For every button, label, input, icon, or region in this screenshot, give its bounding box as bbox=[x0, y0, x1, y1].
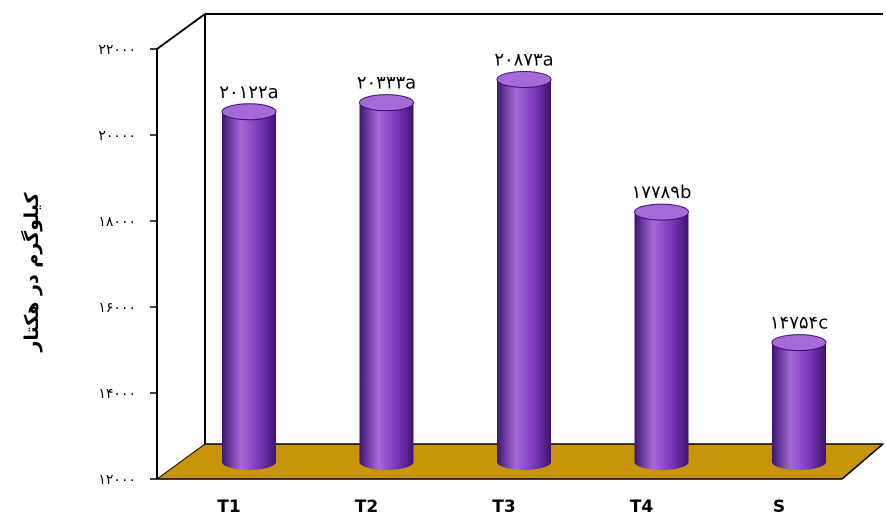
bar-t4: ۱۷۷۸۹b bbox=[632, 182, 692, 470]
floor-right-edge bbox=[841, 443, 884, 480]
bar-top-cap bbox=[771, 334, 827, 352]
bar-t1: ۲۰۱۲۲a bbox=[219, 82, 279, 470]
bar-body bbox=[359, 102, 414, 470]
bar-data-label: ۱۴۷۵۴c bbox=[770, 313, 828, 334]
x-tick-label: T4 bbox=[630, 497, 654, 517]
bars-group: ۲۰۱۲۲a ۲۰۳۳۳a ۲۰۸۷۳a ۱۷۷۸۹b ۱۴۷۵۴c bbox=[219, 49, 828, 470]
bar-data-label: ۱۷۷۸۹b bbox=[632, 182, 692, 203]
y-tick-label: ۱۶۰۰۰ bbox=[98, 300, 136, 316]
bar-t3: ۲۰۸۷۳a bbox=[494, 49, 554, 470]
y-tick-label: ۲۰۰۰۰ bbox=[98, 128, 136, 144]
bar-top-cap bbox=[496, 70, 552, 88]
x-tick-label: S bbox=[773, 497, 785, 517]
bar-top-cap bbox=[221, 103, 277, 121]
bar-data-label: ۲۰۱۲۲a bbox=[219, 82, 278, 103]
x-tick-labels: T1 T2 T3 T4 S bbox=[217, 497, 785, 517]
bar-body bbox=[497, 79, 551, 470]
bar-top-cap bbox=[634, 203, 689, 221]
x-tick-label: T2 bbox=[355, 497, 378, 517]
y-tick-label: ۱۸۰۰۰ bbox=[98, 214, 136, 230]
y-tick-label: ۱۲۰۰۰ bbox=[98, 472, 136, 488]
bar-body bbox=[772, 342, 826, 470]
bar-t2: ۲۰۳۳۳a bbox=[357, 73, 416, 470]
bar-body bbox=[222, 111, 276, 470]
bar-data-label: ۲۰۳۳۳a bbox=[357, 73, 416, 94]
bar-s: ۱۴۷۵۴c bbox=[770, 313, 828, 470]
y-tick-label: ۱۴۰۰۰ bbox=[98, 386, 136, 402]
y-tick-label: ۲۲۰۰۰ bbox=[98, 42, 136, 58]
bar-data-label: ۲۰۸۷۳a bbox=[494, 49, 553, 70]
side-wall-top bbox=[156, 13, 206, 50]
y-axis-label: کیلوگرم در هکتار bbox=[20, 191, 43, 352]
bar-top-cap bbox=[359, 94, 414, 112]
x-tick-label: T3 bbox=[492, 497, 515, 517]
x-tick-label: T1 bbox=[217, 497, 240, 517]
bar-body bbox=[634, 212, 689, 470]
y-ticks: ۱۲۰۰۰ ۱۴۰۰۰ ۱۶۰۰۰ ۱۸۰۰۰ ۲۰۰۰۰ ۲۲۰۰۰ bbox=[98, 42, 157, 488]
